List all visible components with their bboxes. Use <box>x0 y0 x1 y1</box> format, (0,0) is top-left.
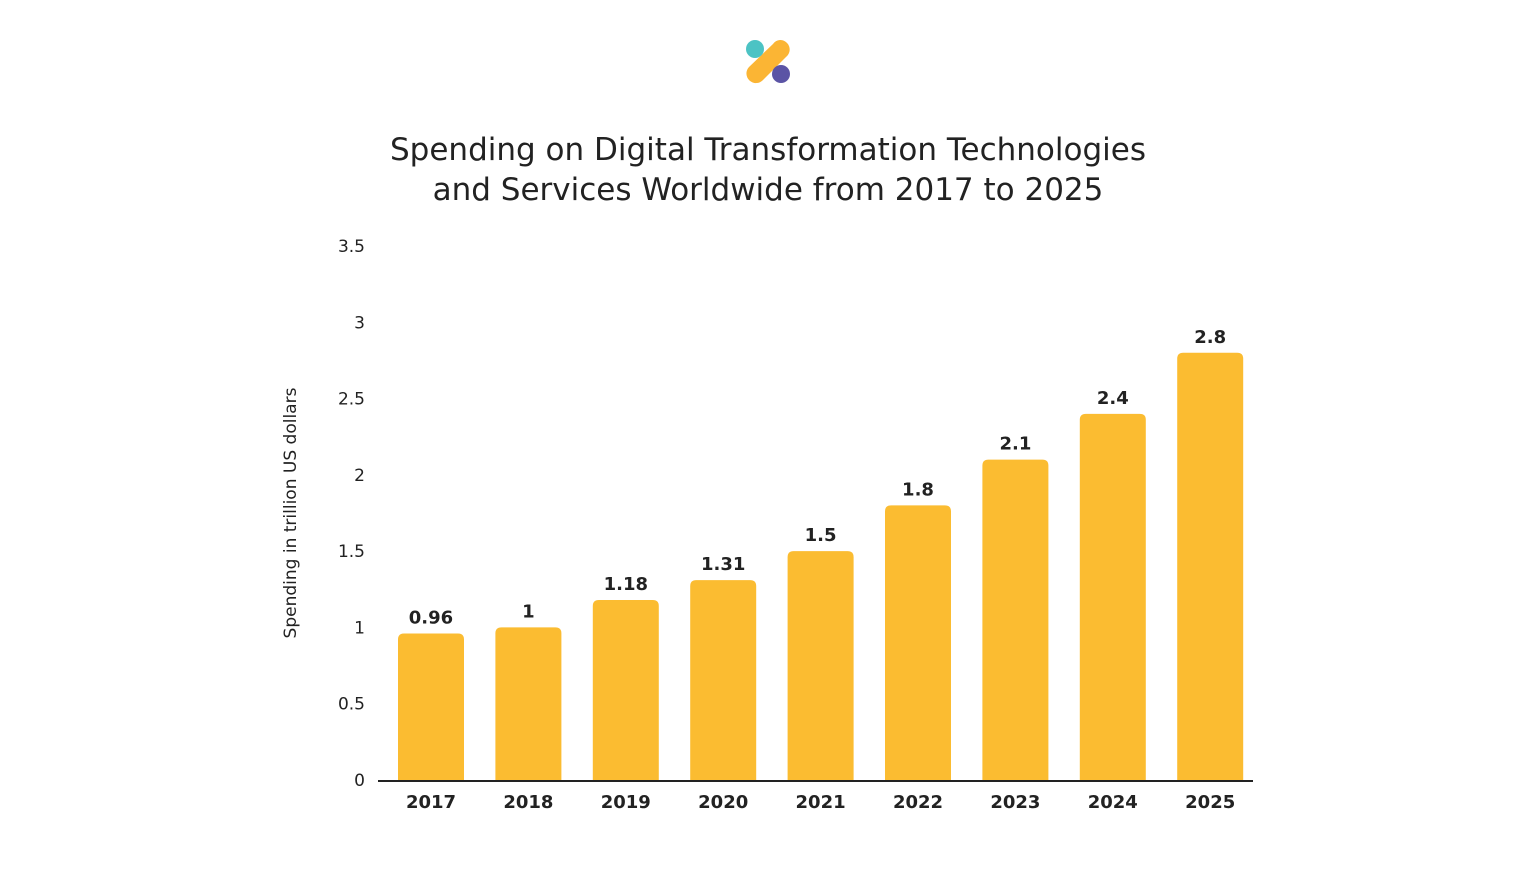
logo-dot-purple <box>772 65 790 83</box>
x-tick-label: 2017 <box>406 792 456 813</box>
chart-title-line-2: and Services Worldwide from 2017 to 2025 <box>432 172 1104 208</box>
y-tick-label: 3 <box>354 313 365 333</box>
logo <box>746 39 790 84</box>
y-tick-label: 1 <box>354 618 365 638</box>
x-tick-label: 2019 <box>601 792 651 813</box>
x-tick-label: 2023 <box>990 792 1040 813</box>
data-label: 2.8 <box>1194 327 1226 348</box>
data-label: 1.8 <box>902 479 934 500</box>
chart-title-line-1: Spending on Digital Transformation Techn… <box>390 132 1146 168</box>
data-label: 1 <box>522 601 535 622</box>
y-tick-label: 0.5 <box>338 695 365 715</box>
bar-2023 <box>982 459 1049 780</box>
bar-2024 <box>1079 413 1146 780</box>
data-label: 1.5 <box>805 525 837 546</box>
bar-2017 <box>398 633 464 780</box>
data-label: 2.4 <box>1097 388 1129 409</box>
bar-2019 <box>592 599 659 780</box>
data-label: 0.96 <box>409 608 453 629</box>
x-tick-label: 2020 <box>698 792 748 813</box>
data-label: 2.1 <box>999 434 1031 455</box>
y-tick-label: 1.5 <box>338 542 365 562</box>
logo-connector <box>746 39 790 84</box>
x-tick-label: 2024 <box>1088 792 1138 813</box>
y-tick-label: 0 <box>354 771 365 791</box>
bar-2020 <box>690 580 757 780</box>
y-tick-label: 2.5 <box>338 390 365 410</box>
data-label: 1.18 <box>604 574 648 595</box>
chart-title: Spending on Digital Transformation Techn… <box>0 130 1536 210</box>
bar-2022 <box>885 505 951 780</box>
bar-2025 <box>1177 352 1244 780</box>
bar-2018 <box>495 627 562 780</box>
data-label: 1.31 <box>701 554 745 575</box>
y-tick-label: 2 <box>354 466 365 486</box>
logo-dot-teal <box>746 40 764 58</box>
y-tick-label: 3.5 <box>338 237 365 257</box>
y-axis-label: Spending in trillion US dollars <box>281 387 301 638</box>
x-tick-label: 2025 <box>1185 792 1235 813</box>
x-tick-label: 2018 <box>503 792 553 813</box>
bar-2021 <box>787 551 854 780</box>
x-tick-label: 2021 <box>796 792 846 813</box>
x-tick-label: 2022 <box>893 792 943 813</box>
